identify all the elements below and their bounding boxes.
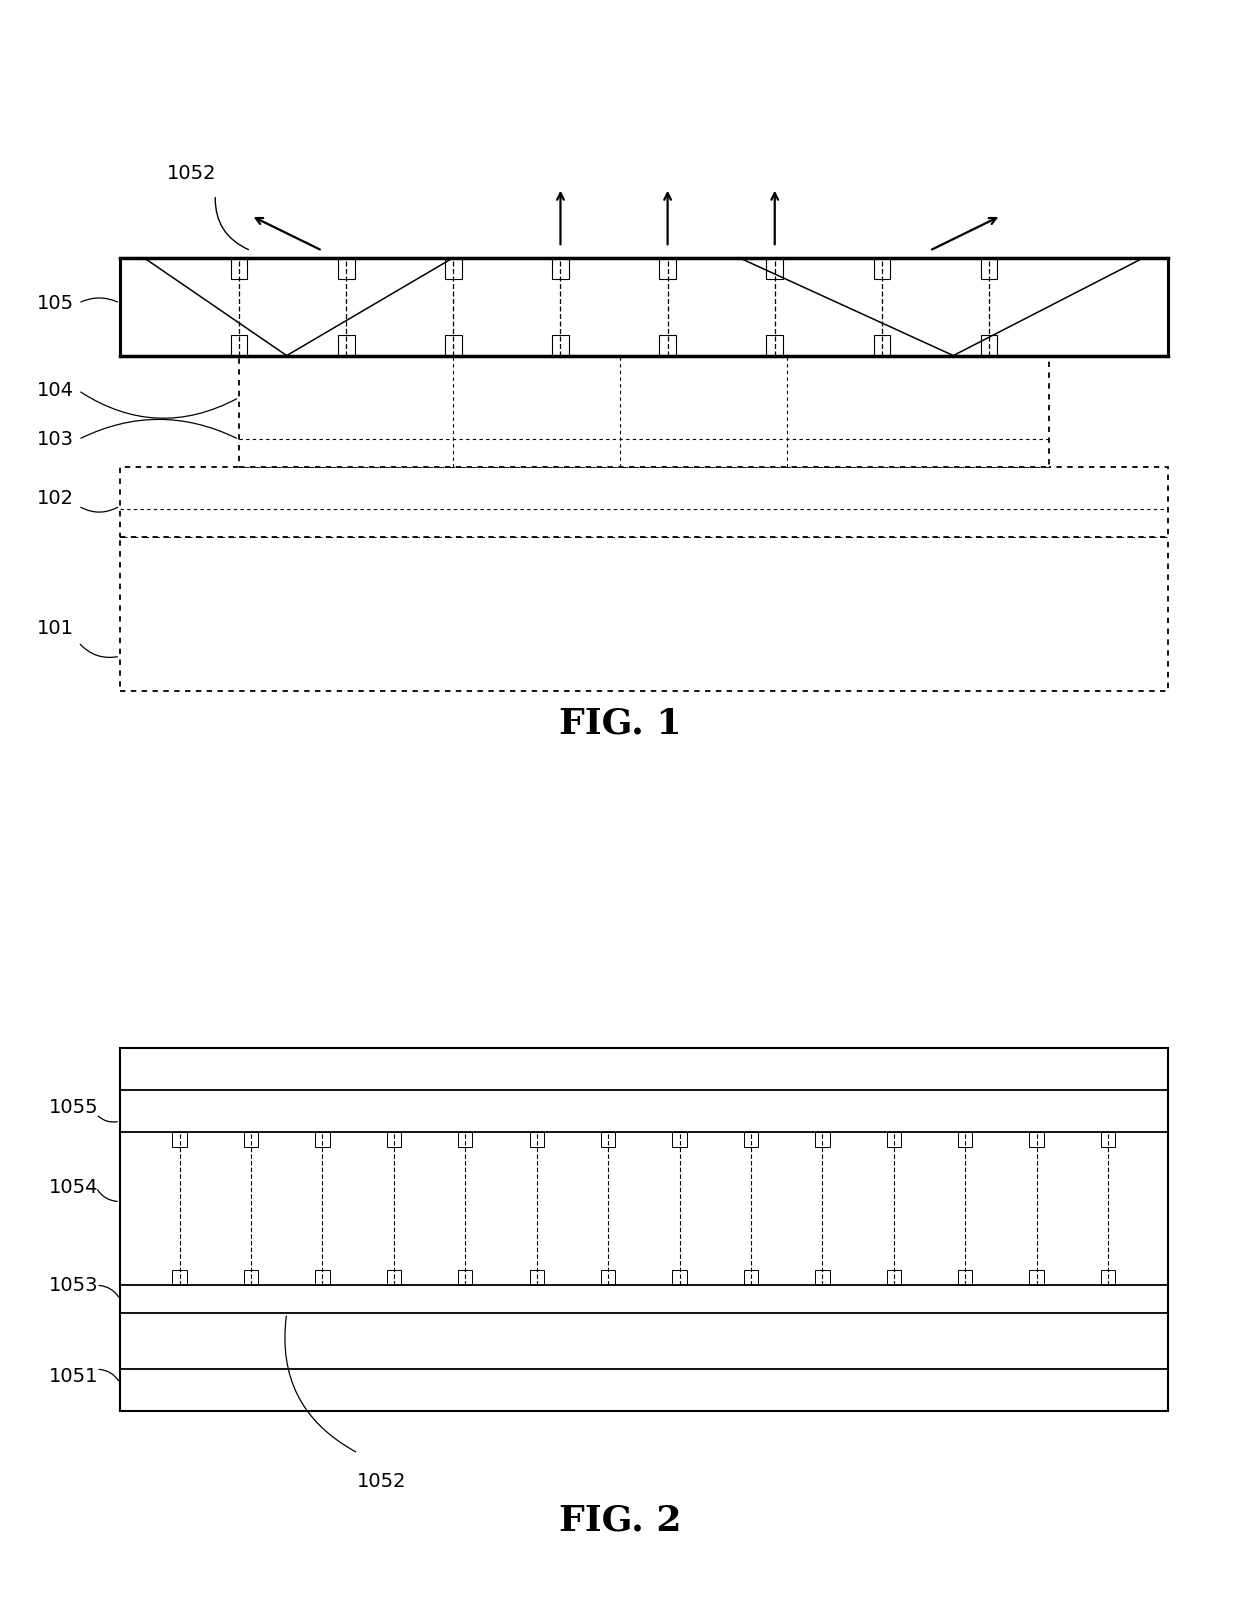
Text: 1055: 1055 bbox=[48, 1097, 98, 1116]
Text: 1053: 1053 bbox=[48, 1276, 98, 1295]
Bar bbox=[315, 1132, 330, 1146]
Bar bbox=[744, 1132, 758, 1146]
Bar bbox=[766, 257, 784, 278]
Bar bbox=[887, 1132, 901, 1146]
Bar bbox=[244, 1132, 258, 1146]
Bar bbox=[244, 1270, 258, 1286]
Bar bbox=[873, 334, 890, 355]
Bar bbox=[1029, 1270, 1044, 1286]
Bar bbox=[445, 257, 461, 278]
Bar bbox=[445, 334, 461, 355]
Bar bbox=[458, 1132, 472, 1146]
Bar bbox=[337, 334, 355, 355]
Bar bbox=[387, 1270, 401, 1286]
Bar bbox=[552, 257, 569, 278]
Text: FIG. 2: FIG. 2 bbox=[559, 1503, 681, 1537]
Bar bbox=[1101, 1270, 1115, 1286]
Bar bbox=[744, 1270, 758, 1286]
Text: 1052: 1052 bbox=[166, 165, 216, 184]
Bar bbox=[529, 1270, 544, 1286]
Bar bbox=[959, 1270, 972, 1286]
Bar bbox=[815, 1270, 830, 1286]
Bar bbox=[231, 334, 248, 355]
Bar bbox=[660, 257, 676, 278]
Bar bbox=[672, 1270, 687, 1286]
Bar bbox=[552, 334, 569, 355]
Bar bbox=[172, 1132, 187, 1146]
Text: 1054: 1054 bbox=[48, 1178, 98, 1198]
Bar bbox=[315, 1270, 330, 1286]
Bar bbox=[672, 1132, 687, 1146]
Bar bbox=[172, 1270, 187, 1286]
Text: 103: 103 bbox=[37, 430, 73, 449]
Text: 102: 102 bbox=[37, 489, 73, 508]
Bar bbox=[120, 1047, 1168, 1412]
Bar bbox=[660, 334, 676, 355]
Bar bbox=[1101, 1132, 1115, 1146]
Bar bbox=[529, 1132, 544, 1146]
Bar bbox=[231, 257, 248, 278]
Text: 1051: 1051 bbox=[48, 1367, 98, 1386]
Bar bbox=[387, 1132, 401, 1146]
Text: 105: 105 bbox=[37, 294, 74, 313]
Bar bbox=[887, 1270, 901, 1286]
Bar bbox=[120, 467, 1168, 537]
Bar bbox=[239, 355, 1049, 467]
Bar bbox=[766, 334, 784, 355]
Bar bbox=[981, 334, 997, 355]
Bar bbox=[120, 537, 1168, 691]
Bar bbox=[601, 1132, 615, 1146]
Bar bbox=[458, 1270, 472, 1286]
Bar bbox=[873, 257, 890, 278]
Bar bbox=[815, 1132, 830, 1146]
Bar bbox=[959, 1132, 972, 1146]
Bar bbox=[337, 257, 355, 278]
Text: FIG. 1: FIG. 1 bbox=[559, 707, 681, 740]
Text: 104: 104 bbox=[37, 381, 73, 400]
Bar bbox=[1029, 1132, 1044, 1146]
Bar bbox=[981, 257, 997, 278]
Bar bbox=[120, 257, 1168, 355]
Bar bbox=[601, 1270, 615, 1286]
Text: 1052: 1052 bbox=[357, 1471, 407, 1490]
Text: 101: 101 bbox=[37, 619, 73, 638]
